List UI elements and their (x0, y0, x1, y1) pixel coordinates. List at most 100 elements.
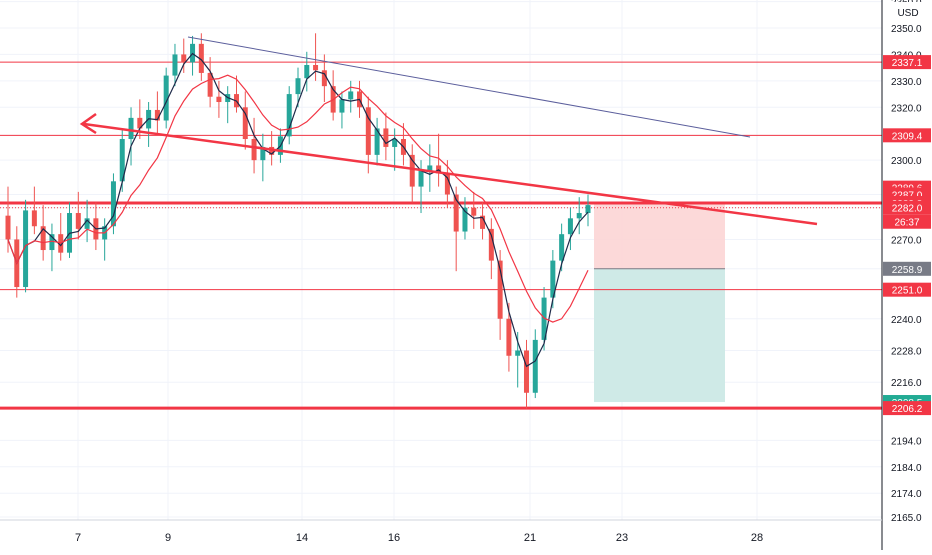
candle-body (348, 91, 354, 100)
x-tick-label: 7 (75, 532, 81, 544)
x-tick-label: 14 (296, 532, 308, 544)
y-tick-label: 2320.0 (891, 103, 922, 114)
candle-body (488, 228, 494, 261)
horizontal-levels (0, 61, 882, 410)
candle-body (23, 210, 29, 288)
candle-body (5, 215, 11, 240)
candle-body (128, 117, 134, 140)
price-tag: 2206.2 (883, 401, 931, 416)
candle-body (550, 260, 556, 298)
candle-body (172, 54, 178, 76)
x-tick-label: 21 (524, 532, 536, 544)
candle-body (523, 350, 529, 393)
price-tag: 2258.9 (883, 261, 931, 276)
x-tick-label: 23 (616, 532, 628, 544)
candle-body (119, 139, 125, 182)
candle-body (260, 146, 266, 161)
price-tag: 2251.0 (883, 282, 931, 297)
candle-body (181, 54, 187, 63)
candle-body (251, 139, 257, 161)
price-tag-box (883, 282, 931, 297)
candle-body (497, 260, 503, 319)
candle-body (110, 181, 116, 227)
candle-body (365, 107, 371, 155)
candle-body (286, 94, 292, 137)
position-zones (594, 202, 725, 403)
candle-body (541, 297, 547, 340)
price-tag-text: 2309.4 (892, 131, 923, 142)
candle-body (216, 96, 222, 103)
candle-body (462, 207, 468, 232)
candle-body (49, 234, 55, 251)
stop-loss-zone (594, 202, 725, 269)
candle-body (269, 146, 275, 155)
price-tag-box (883, 401, 931, 416)
candle-body (339, 99, 345, 113)
y-tick-label: 2216.0 (891, 378, 922, 389)
price-tag-box (883, 200, 931, 215)
countdown-box (883, 214, 931, 229)
candle-body (163, 75, 169, 121)
candle-body (532, 339, 538, 393)
candle-body (418, 170, 424, 187)
candle-body (506, 318, 512, 356)
price-tag-text: 2282.0 (892, 204, 923, 215)
candle-body (444, 173, 450, 195)
candle-body (374, 128, 380, 155)
candle-body (84, 218, 90, 229)
x-axis-tick-labels: 7 9 14 16 21 23 28 (75, 532, 763, 544)
candle-body (480, 215, 486, 229)
candle-body (471, 207, 477, 216)
candle-body (567, 218, 573, 235)
x-tick-label: 9 (165, 532, 171, 544)
price-tag-box (883, 128, 931, 143)
countdown-tag: 26:37 (883, 214, 931, 229)
candle-body (427, 165, 433, 171)
price-tag: 2282.0 (883, 200, 931, 215)
candle-body (585, 205, 591, 214)
x-tick-label: 28 (751, 532, 763, 544)
price-tag-text: 2251.0 (892, 286, 923, 297)
trendlines (79, 36, 818, 226)
candle-body (515, 350, 521, 356)
slow-moving-average (7, 74, 589, 323)
candle-body (383, 128, 389, 147)
lower-trendline (83, 122, 818, 226)
candle-body (198, 43, 204, 73)
candle-body (31, 210, 37, 227)
currency-text: USD (897, 8, 918, 19)
countdown-text: 26:37 (894, 218, 919, 229)
candle-body (392, 139, 398, 147)
candle-body (137, 117, 143, 129)
y-tick-label: 2350.0 (891, 24, 922, 35)
upper-trendline (187, 36, 751, 138)
candle-body (304, 65, 310, 79)
trendline-arrow-head (79, 112, 97, 135)
candle-body (40, 226, 46, 251)
price-tag: 2337.1 (883, 55, 931, 70)
candle-body (75, 213, 81, 229)
candle-body (409, 154, 415, 187)
take-profit-zone (594, 268, 725, 403)
grid (0, 0, 882, 520)
price-tag-text: 2206.2 (892, 404, 923, 415)
candle-body (154, 109, 160, 121)
currency-label: USD (889, 2, 927, 22)
price-tag-box (883, 55, 931, 70)
candle-body (313, 65, 319, 71)
moving-averages (7, 52, 589, 368)
candle-body (242, 107, 248, 140)
price-tag-box (883, 261, 931, 276)
candle-body (453, 194, 459, 232)
candle-body (207, 72, 213, 97)
fast-moving-average (7, 52, 589, 368)
axes (0, 0, 883, 550)
y-tick-label: 2174.0 (891, 489, 922, 500)
candle-body (295, 78, 301, 95)
y-tick-label: 2330.0 (891, 77, 922, 88)
y-tick-label: 2240.0 (891, 315, 922, 326)
price-tags: 2337.12309.42289.62287.02283.82282.02258… (883, 55, 931, 416)
price-tag-text: 2337.1 (892, 58, 923, 69)
y-tick-label: 2165.0 (891, 513, 922, 524)
